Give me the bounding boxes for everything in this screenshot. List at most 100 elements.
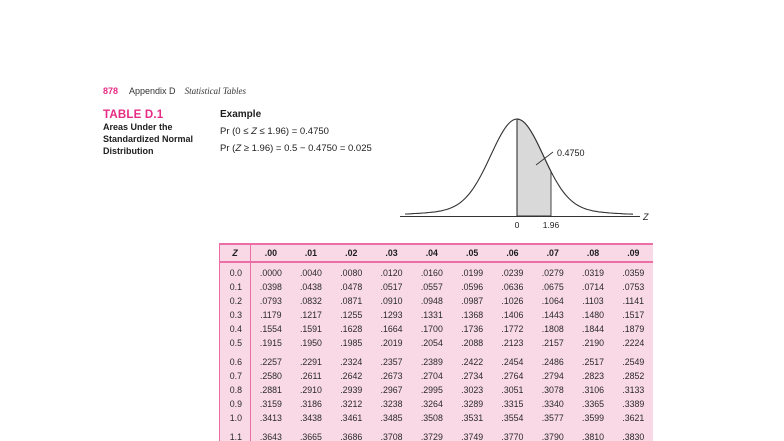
probability-cell: .0675: [541, 282, 564, 292]
example-heading: Example: [220, 109, 262, 120]
appendix-title: Statistical Tables: [184, 86, 246, 96]
z-axis-label: Z: [642, 212, 649, 222]
probability-cell: .1179: [260, 310, 282, 320]
probability-cell: .2823: [582, 371, 605, 381]
spacer-cell: [219, 262, 251, 266]
probability-cell: .3729: [420, 432, 443, 441]
probability-cell: .3643: [259, 432, 282, 441]
example-line-1-text: Pr (0 ≤: [220, 126, 252, 137]
probability-cell: .0398: [259, 282, 282, 292]
probability-cell: .2257: [259, 357, 282, 367]
table-row: 0.3 .1179 .1217 .1255 .1293 .1331 .1368 .1406 .1…: [219, 308, 654, 322]
probability-cell: .2389: [420, 357, 443, 367]
table-row: 0.0 .0000 .0040 .0080 .0120 .0160 .0199 .0239 .0…: [219, 266, 654, 280]
probability-cell: .0080: [340, 268, 363, 278]
table-row: 0.6 .2257 .2291 .2324 .2357 .2389 .2422 .2454 .2…: [219, 355, 654, 369]
probability-cell: .0279: [541, 268, 564, 278]
z-variable: Z: [235, 143, 242, 154]
probability-cell: .2454: [501, 357, 524, 367]
probability-cell: .2517: [582, 357, 605, 367]
probability-cell: .0120: [380, 268, 403, 278]
column-header: .05: [451, 244, 493, 263]
probability-cell: .3708: [380, 432, 403, 441]
table-row: 1.0 .3413 .3438 .3461 .3485 .3508 .3531 .3554 .3…: [219, 411, 654, 425]
probability-cell: .3790: [541, 432, 564, 441]
probability-cell: .2357: [380, 357, 403, 367]
probability-cell: .1664: [380, 324, 403, 334]
probability-cell: .0239: [501, 268, 524, 278]
tick-label-0: 0: [515, 220, 520, 230]
z-value-cell: 1.1: [219, 430, 251, 441]
probability-cell: .0871: [340, 296, 363, 306]
table-label-id: TABLE D.1: [103, 109, 164, 121]
z-value-cell: 0.7: [219, 369, 251, 383]
z-value-cell: 0.4: [219, 322, 251, 336]
example-line-1-text2: ≤ 1.96) = 0.4750: [256, 126, 329, 137]
table-row: 0.8 .2881 .2910 .2939 .2967 .2995 .3023 .3051 .3…: [219, 383, 654, 397]
normal-table-container: Z .00.01.02.03.04.05.06.07.08.09 0.0 .0000…: [219, 243, 654, 441]
table-row: 0.4 .1554 .1591 .1628 .1664 .1700 .1736 .1772 .1…: [219, 322, 654, 336]
probability-cell: .0987: [461, 296, 484, 306]
table-row: 0.9 .3159 .3186 .3212 .3238 .3264 .3289 .3315 .3…: [219, 397, 654, 411]
probability-cell: .2673: [380, 371, 403, 381]
page-number: 878: [103, 86, 119, 96]
probability-cell: .2764: [501, 371, 524, 381]
table-title-line-3: Distribution: [103, 146, 154, 157]
probability-cell: .0160: [420, 268, 443, 278]
probability-cell: .3621: [622, 413, 645, 423]
probability-cell: .1700: [420, 324, 443, 334]
probability-cell: .3686: [340, 432, 363, 441]
probability-cell: .0478: [340, 282, 363, 292]
probability-cell: .2054: [420, 338, 443, 348]
probability-cell: .2881: [259, 385, 282, 395]
probability-cell: .0910: [380, 296, 403, 306]
probability-cell: .3133: [622, 385, 645, 395]
probability-cell: .3106: [582, 385, 605, 395]
probability-cell: .3665: [299, 432, 322, 441]
area-value-label: 0.4750: [557, 148, 585, 158]
probability-cell: .3289: [461, 399, 484, 409]
probability-cell: .3438: [299, 413, 322, 423]
row-group-spacer: [219, 425, 654, 430]
probability-cell: .1628: [340, 324, 363, 334]
probability-cell: .1985: [340, 338, 363, 348]
probability-cell: .2611: [300, 371, 322, 381]
probability-cell: .2486: [541, 357, 564, 367]
probability-cell: .1406: [501, 310, 524, 320]
probability-cell: .1554: [259, 324, 282, 334]
column-header: .06: [492, 244, 533, 263]
table-row: 0.5 .1915 .1950 .1985 .2019 .2054 .2088 .2123 .2…: [219, 336, 654, 350]
probability-cell: .3531: [461, 413, 484, 423]
probability-cell: .2019: [380, 338, 403, 348]
probability-cell: .1591: [299, 324, 322, 334]
probability-cell: .3078: [541, 385, 564, 395]
probability-cell: .1950: [299, 338, 322, 348]
probability-cell: .3264: [420, 399, 443, 409]
probability-cell: .2224: [622, 338, 645, 348]
probability-cell: .2852: [622, 371, 645, 381]
probability-cell: .0948: [420, 296, 443, 306]
tick-label-1.96: 1.96: [543, 220, 560, 230]
probability-cell: .3810: [582, 432, 605, 441]
probability-cell: .3749: [461, 432, 484, 441]
probability-cell: .3554: [501, 413, 524, 423]
table-label-block: TABLE D.1 Areas Under the Standardized N…: [103, 109, 218, 158]
table-row: 0.1 .0398 .0438 .0478 .0517 .0557 .0596 .0636 .0…: [219, 280, 654, 294]
bell-curve-icon: [405, 118, 634, 215]
probability-cell: .1480: [582, 310, 605, 320]
probability-cell: .3770: [501, 432, 524, 441]
normal-distribution-diagram: 0.4750 0 1.96 Z: [400, 118, 649, 230]
probability-cell: .1293: [380, 310, 403, 320]
probability-cell: .1064: [541, 296, 564, 306]
probability-cell: .3599: [582, 413, 605, 423]
column-header: .08: [572, 244, 614, 263]
table-row: 1.1 .3643 .3665 .3686 .3708 .3729 .3749 .3770 .3…: [219, 430, 654, 441]
probability-cell: .2549: [622, 357, 645, 367]
probability-cell: .2995: [420, 385, 443, 395]
column-header: .03: [371, 244, 412, 263]
probability-cell: .3508: [420, 413, 443, 423]
z-value-cell: 0.0: [219, 266, 251, 280]
probability-cell: .1026: [501, 296, 524, 306]
probability-cell: .0517: [380, 282, 403, 292]
probability-cell: .3315: [501, 399, 524, 409]
